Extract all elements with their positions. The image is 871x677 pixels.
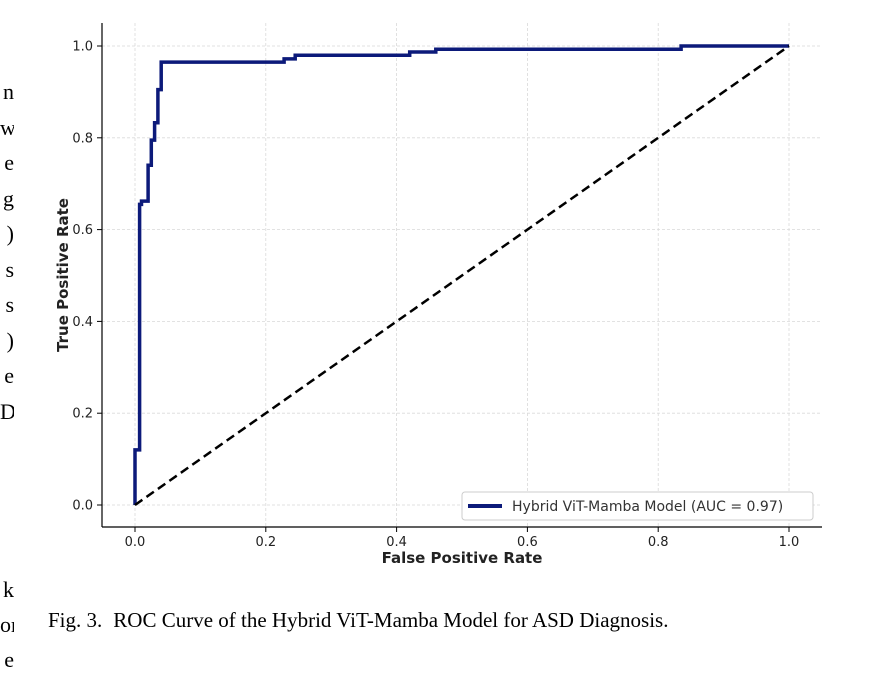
legend: Hybrid ViT-Mamba Model (AUC = 0.97) bbox=[461, 491, 814, 521]
margin-text-line: ) bbox=[6, 327, 14, 353]
caption-text: ROC Curve of the Hybrid ViT-Mamba Model … bbox=[113, 608, 669, 632]
roc-curve-line bbox=[133, 44, 789, 505]
y-tick-label: 0.0 bbox=[72, 499, 93, 514]
margin-text-line: w bbox=[0, 114, 14, 140]
margin-text-line: s bbox=[5, 256, 14, 282]
margin-text-line: g bbox=[3, 185, 14, 211]
figure-caption: Fig. 3. ROC Curve of the Hybrid ViT-Mamba… bbox=[48, 608, 668, 633]
y-tick-label: 0.8 bbox=[72, 131, 93, 146]
caption-label: Fig. 3. bbox=[48, 608, 103, 632]
legend-box bbox=[461, 491, 814, 521]
x-tick-label: 0.2 bbox=[255, 535, 276, 550]
margin-text-line: e bbox=[4, 150, 14, 175]
x-axis-label: False Positive Rate bbox=[382, 549, 543, 567]
x-tick-label: 0.4 bbox=[386, 535, 407, 550]
random-classifier-diagonal-line bbox=[134, 44, 790, 507]
margin-text-line: k bbox=[3, 577, 14, 602]
x-tick-label: 0.8 bbox=[648, 535, 669, 550]
x-tick-label: 0.6 bbox=[517, 535, 538, 550]
y-tick-label: 0.2 bbox=[72, 407, 93, 422]
margin-text-line: or bbox=[0, 612, 14, 637]
y-axis-label: True Positive Rate bbox=[54, 198, 72, 352]
left-margin-text-bottom: k or e bbox=[0, 572, 14, 677]
y-tick-label: 0.6 bbox=[72, 223, 93, 238]
legend-label: Hybrid ViT-Mamba Model (AUC = 0.97) bbox=[512, 499, 783, 515]
left-margin-text-top: n w e g) s s) e D bbox=[0, 74, 14, 429]
margin-text-line: s bbox=[5, 292, 14, 317]
margin-text-line: D bbox=[0, 398, 14, 424]
x-tick-label: 0.0 bbox=[125, 535, 146, 550]
margin-text-line: ) bbox=[6, 221, 14, 246]
roc-chart: 0.0 0.2 0.4 0.6 0.8 1.0 0.0 0.2 0.4 0.6 0.8 1.0 Fal… bbox=[54, 23, 822, 567]
margin-text-line: e bbox=[4, 647, 14, 672]
y-tick-label: 1.0 bbox=[72, 40, 93, 55]
axes: 0.0 0.2 0.4 0.6 0.8 1.0 0.0 0.2 0.4 0.6 0.8 1.0 bbox=[72, 23, 822, 550]
margin-text-line: n bbox=[3, 79, 14, 104]
y-tick-label: 0.4 bbox=[72, 315, 93, 330]
x-tick-label: 1.0 bbox=[779, 535, 800, 550]
margin-text-line: e bbox=[4, 363, 14, 388]
series-layer bbox=[133, 44, 790, 507]
